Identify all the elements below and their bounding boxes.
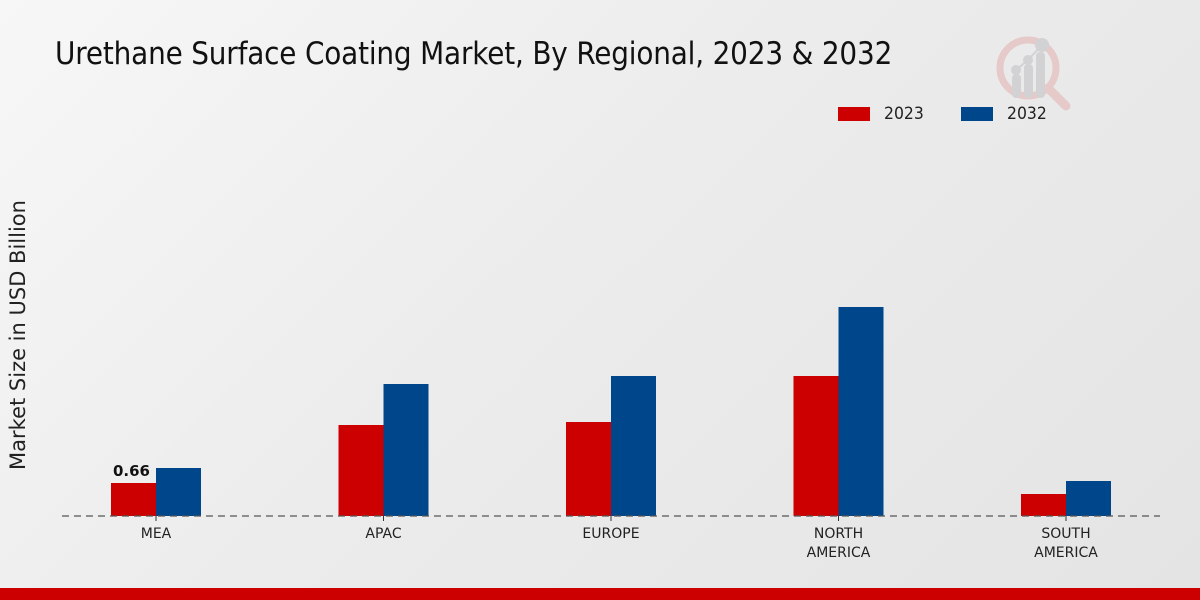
bar-europe-2032[interactable]: [611, 376, 656, 516]
legend-item-2032[interactable]: 2032: [961, 104, 1050, 124]
labels-layer: MEA APAC EUROPE NORTH AMERICA SOUTH AMERICA 0.6…: [113, 462, 1098, 561]
x-tick-label-north-america-line1: NORTH: [814, 526, 863, 542]
legend-label-2032: 2032: [1007, 104, 1048, 124]
bar-north-america-2032[interactable]: [838, 307, 884, 516]
legend: 2023 2032: [838, 104, 1085, 124]
legend-label-2023: 2023: [884, 104, 924, 124]
logo-icon: [996, 36, 1071, 111]
bar-apac-2023[interactable]: [338, 425, 384, 516]
bar-north-america-2023[interactable]: [793, 376, 839, 516]
chart-title: Urethane Surface Coating Market, By Regi…: [55, 36, 893, 72]
x-tick-label-mea: MEA: [141, 526, 172, 542]
bar-mea-2032[interactable]: [156, 468, 201, 516]
footer-bar: [0, 588, 1200, 600]
legend-swatch-2032: [961, 107, 994, 121]
x-tick-label-south-america-line1: SOUTH: [1041, 526, 1090, 542]
x-tick-label-europe: EUROPE: [582, 526, 639, 542]
data-label-mea-2023: 0.66: [113, 462, 150, 480]
ticks-layer: [155, 516, 1067, 521]
bar-mea-2023[interactable]: [111, 483, 156, 516]
bar-apac-2032[interactable]: [383, 384, 429, 516]
x-tick-label-south-america-line2: AMERICA: [1034, 545, 1098, 561]
legend-swatch-2023: [838, 107, 870, 121]
x-tick-label-apac: APAC: [365, 526, 401, 542]
bar-south-america-2023[interactable]: [1021, 494, 1066, 516]
x-tick-label-north-america-line2: AMERICA: [807, 545, 871, 561]
bar-europe-2023[interactable]: [566, 422, 611, 516]
bars-layer: [111, 307, 1111, 516]
bar-south-america-2032[interactable]: [1066, 481, 1111, 516]
legend-item-2023[interactable]: 2023: [838, 104, 927, 124]
